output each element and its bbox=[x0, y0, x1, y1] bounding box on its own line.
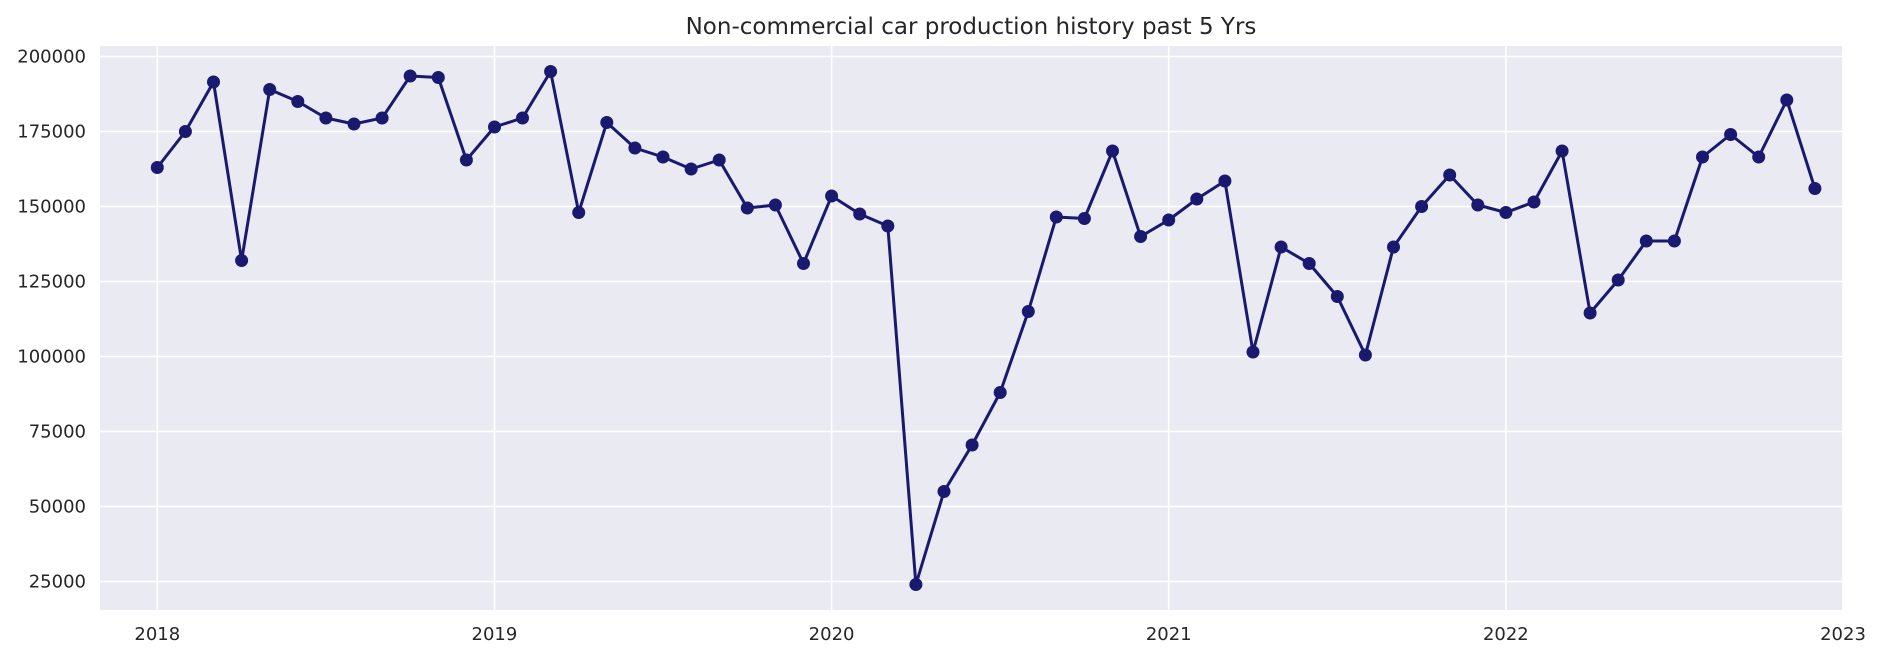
data-point bbox=[740, 201, 754, 215]
data-point bbox=[1808, 182, 1822, 195]
x-tick-label: 2023 bbox=[1820, 624, 1866, 645]
grid-lines bbox=[100, 46, 1844, 610]
y-tick-label: 125000 bbox=[17, 272, 86, 293]
data-point bbox=[1443, 168, 1457, 182]
data-point bbox=[1387, 240, 1400, 254]
data-point bbox=[207, 75, 220, 89]
series-layer bbox=[150, 65, 1822, 591]
y-tick-label: 200000 bbox=[17, 47, 86, 68]
data-point bbox=[1274, 240, 1288, 254]
data-point bbox=[1246, 345, 1260, 359]
data-point bbox=[965, 438, 979, 452]
data-point bbox=[150, 161, 164, 174]
data-point bbox=[403, 69, 417, 83]
data-point bbox=[431, 71, 445, 84]
chart-title: Non-commercial car production history pa… bbox=[686, 14, 1257, 40]
data-point bbox=[1583, 306, 1597, 320]
x-tick-label: 2021 bbox=[1146, 624, 1192, 645]
data-point bbox=[825, 189, 839, 203]
data-point bbox=[291, 95, 305, 108]
data-point bbox=[375, 111, 389, 125]
data-point bbox=[937, 485, 951, 498]
data-point bbox=[1471, 198, 1485, 212]
data-point bbox=[459, 153, 473, 167]
y-axis-ticks: 25000 50000 75000 100000 125000 150000 175000 2… bbox=[17, 47, 86, 593]
data-point bbox=[712, 153, 726, 167]
data-point bbox=[263, 83, 277, 96]
data-point bbox=[1724, 128, 1738, 141]
data-point bbox=[853, 207, 867, 221]
data-point bbox=[656, 150, 670, 164]
data-point bbox=[1106, 144, 1119, 158]
data-point bbox=[1162, 213, 1176, 227]
data-point bbox=[909, 578, 923, 591]
data-point bbox=[881, 219, 895, 233]
data-point bbox=[347, 117, 361, 131]
data-point bbox=[1555, 144, 1569, 158]
data-point bbox=[488, 120, 501, 134]
data-point bbox=[1134, 230, 1148, 243]
data-point bbox=[1190, 192, 1204, 206]
data-point bbox=[1302, 257, 1316, 270]
data-point bbox=[544, 65, 558, 78]
data-point bbox=[1021, 305, 1035, 318]
x-tick-label: 2019 bbox=[472, 624, 518, 645]
data-point bbox=[993, 386, 1007, 399]
data-point bbox=[572, 206, 586, 219]
x-tick-label: 2022 bbox=[1483, 624, 1529, 645]
y-tick-label: 25000 bbox=[29, 572, 86, 593]
data-point bbox=[768, 198, 782, 212]
data-point bbox=[178, 125, 192, 138]
data-point bbox=[1611, 273, 1625, 287]
data-point bbox=[1499, 206, 1513, 219]
data-point bbox=[1527, 195, 1541, 209]
data-point bbox=[319, 111, 333, 125]
data-point bbox=[628, 141, 642, 155]
x-axis-ticks: 2018 2019 2020 2021 2022 2023 bbox=[134, 624, 1865, 645]
data-point bbox=[1415, 200, 1429, 213]
data-point bbox=[797, 257, 810, 270]
data-point bbox=[1639, 234, 1653, 248]
data-point bbox=[600, 116, 614, 129]
data-point bbox=[684, 162, 698, 176]
x-tick-label: 2020 bbox=[809, 624, 855, 645]
data-point bbox=[235, 254, 249, 267]
y-tick-label: 100000 bbox=[17, 347, 86, 368]
data-point bbox=[1077, 212, 1091, 225]
data-point bbox=[1780, 93, 1794, 107]
y-tick-label: 75000 bbox=[29, 422, 86, 443]
data-point bbox=[1218, 174, 1232, 188]
x-tick-label: 2018 bbox=[134, 624, 180, 645]
data-point bbox=[1696, 150, 1709, 164]
plot-area bbox=[100, 46, 1843, 610]
y-tick-label: 175000 bbox=[17, 122, 86, 143]
data-point bbox=[1049, 210, 1063, 224]
data-point bbox=[1667, 234, 1681, 248]
data-point bbox=[1752, 150, 1766, 164]
y-tick-label: 150000 bbox=[17, 197, 86, 218]
data-point bbox=[516, 111, 529, 125]
data-point bbox=[1330, 290, 1344, 303]
data-point bbox=[1358, 348, 1372, 362]
y-tick-label: 50000 bbox=[29, 497, 86, 518]
